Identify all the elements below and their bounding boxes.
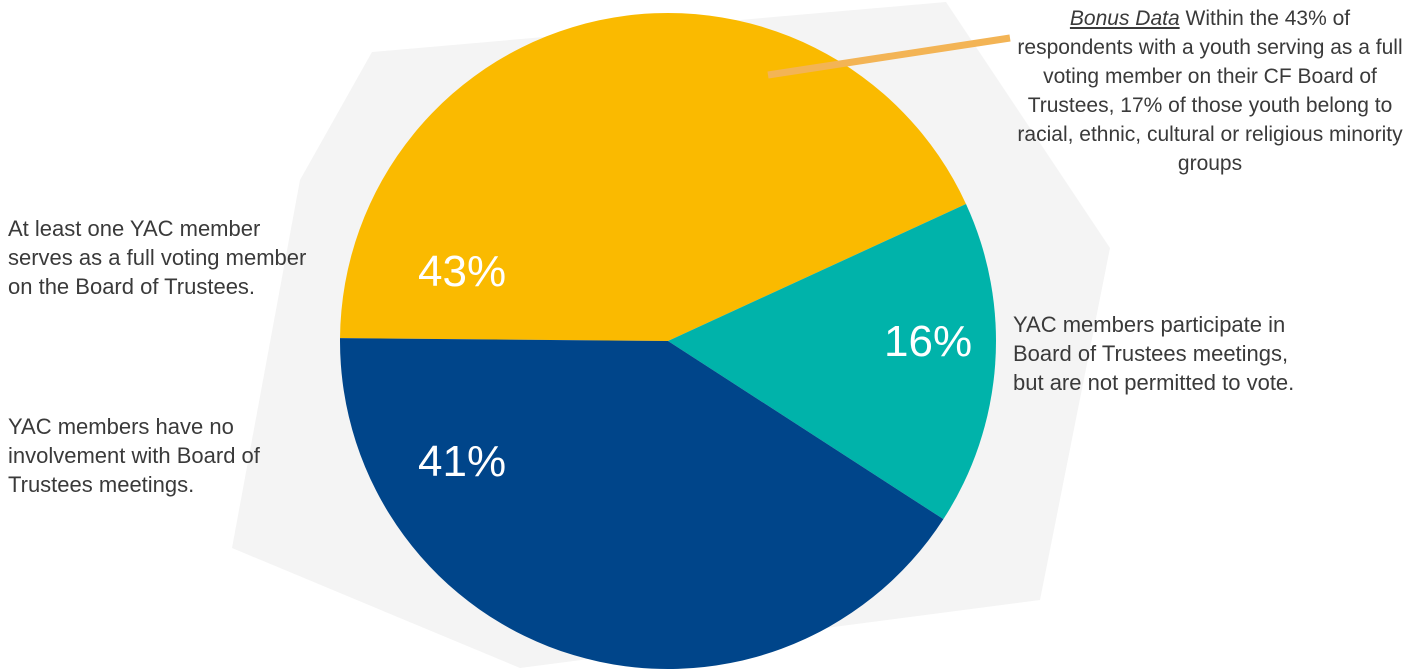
category-label-participate-line-3: but are not permitted to vote. <box>1013 368 1294 397</box>
slice-label-41: 41% <box>418 440 506 484</box>
category-label-participate-line-1: YAC members participate in <box>1013 310 1294 339</box>
bonus-data-text: Within the 43% of respondents with a you… <box>1017 7 1402 175</box>
category-label-none-line-2: involvement with Board of <box>8 441 260 470</box>
category-label-none-line-1: YAC members have no <box>8 412 260 441</box>
category-label-participate-line-2: Board of Trustees meetings, <box>1013 339 1294 368</box>
bonus-data-annotation: Bonus Data Within the 43% of respondents… <box>1010 4 1410 178</box>
category-label-none: YAC members have no involvement with Boa… <box>8 412 260 499</box>
category-label-voting: At least one YAC member serves as a full… <box>8 214 306 301</box>
category-label-voting-line-3: on the Board of Trustees. <box>8 272 306 301</box>
slice-label-16: 16% <box>884 320 972 364</box>
category-label-voting-line-2: serves as a full voting member <box>8 243 306 272</box>
category-label-none-line-3: Trustees meetings. <box>8 470 260 499</box>
category-label-voting-line-1: At least one YAC member <box>8 214 306 243</box>
bonus-data-lead: Bonus Data <box>1070 7 1180 30</box>
category-label-participate: YAC members participate in Board of Trus… <box>1013 310 1294 397</box>
slice-label-43: 43% <box>418 250 506 294</box>
